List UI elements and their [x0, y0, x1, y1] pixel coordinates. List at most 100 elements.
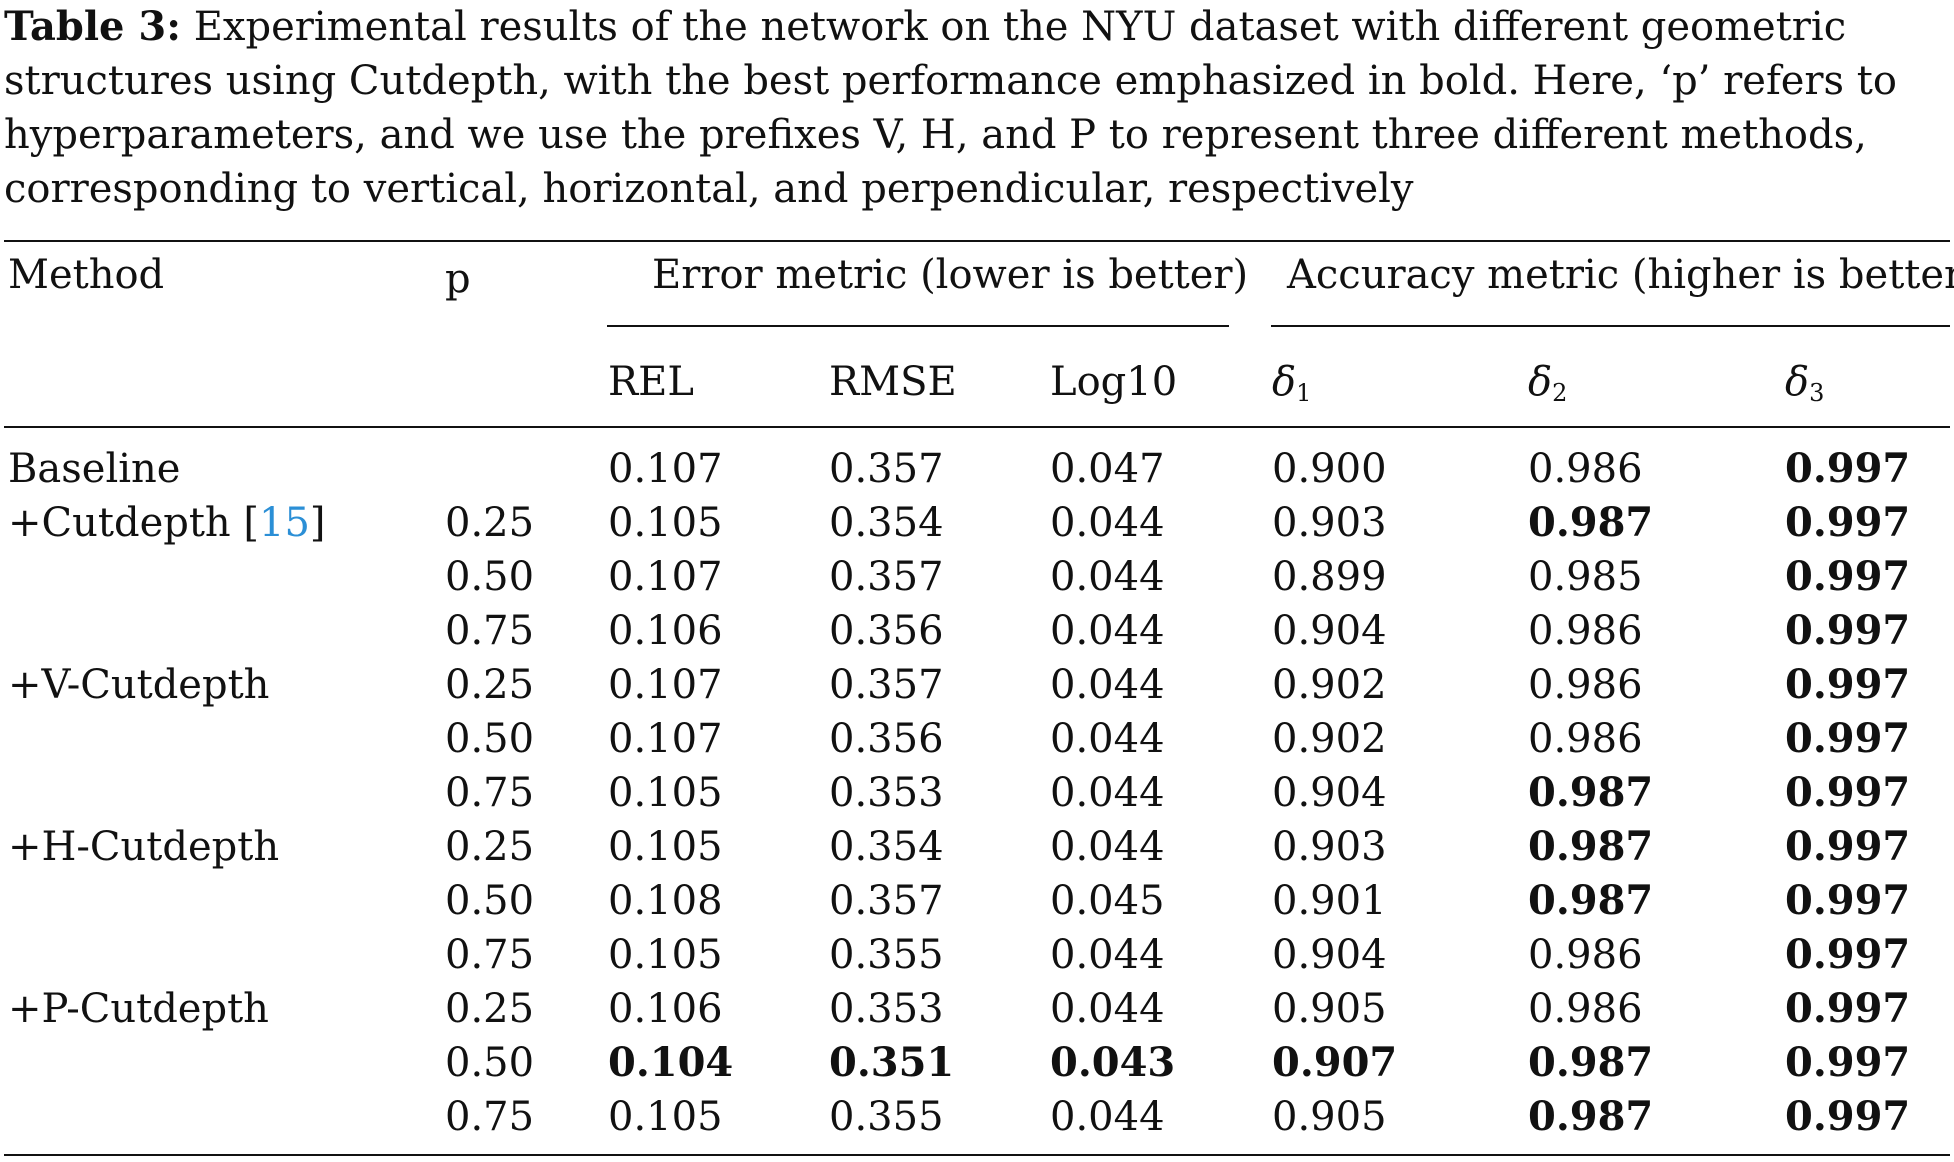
- cell-rel: 0.105: [608, 1094, 723, 1140]
- cell-d1: 0.905: [1272, 986, 1387, 1032]
- cell-log10: 0.044: [1050, 1094, 1165, 1140]
- cell-d2: 0.986: [1528, 662, 1643, 708]
- cell-rmse: 0.354: [829, 824, 944, 870]
- cell-rel: 0.106: [608, 608, 723, 654]
- cell-d2: 0.987: [1528, 1039, 1654, 1086]
- cell-p: 0.75: [445, 608, 535, 654]
- method-label: Baseline: [8, 446, 181, 492]
- cell-p: 0.25: [445, 824, 535, 870]
- cell-method: +H-Cutdepth: [8, 820, 279, 874]
- cell-d2: 0.985: [1528, 554, 1643, 600]
- cell-d2: 0.986: [1528, 446, 1643, 492]
- delta2-symbol: δ: [1528, 359, 1553, 405]
- cell-d1: 0.904: [1272, 770, 1387, 816]
- delta1-symbol: δ: [1272, 359, 1297, 405]
- cell-d2: 0.987: [1528, 1093, 1654, 1140]
- header-rel: REL: [608, 359, 694, 405]
- cell-p: 0.75: [445, 1094, 535, 1140]
- cell-rel: 0.108: [608, 878, 723, 924]
- cell-p: 0.25: [445, 986, 535, 1032]
- cell-log10: 0.044: [1050, 932, 1165, 978]
- header-accuracy-group: Accuracy metric (higher is better): [1287, 252, 1954, 298]
- table-caption: Table 3: Experimental results of the net…: [4, 0, 1950, 216]
- cell-d3: 0.997: [1785, 553, 1911, 600]
- header-error-group: Error metric (lower is better): [652, 252, 1249, 298]
- cell-p: 0.75: [445, 932, 535, 978]
- cell-rmse: 0.356: [829, 716, 944, 762]
- cell-rmse: 0.357: [829, 662, 944, 708]
- cell-d2: 0.986: [1528, 716, 1643, 762]
- cell-rmse: 0.353: [829, 986, 944, 1032]
- cell-d1: 0.904: [1272, 932, 1387, 978]
- cell-d1: 0.902: [1272, 662, 1387, 708]
- header-delta2: δ2: [1528, 355, 1567, 420]
- cell-d1: 0.902: [1272, 716, 1387, 762]
- cell-rel: 0.105: [608, 500, 723, 546]
- cell-rel: 0.104: [608, 1039, 734, 1086]
- cell-rel: 0.105: [608, 824, 723, 870]
- cell-d2: 0.987: [1528, 877, 1654, 924]
- cell-log10: 0.044: [1050, 824, 1165, 870]
- cell-rel: 0.107: [608, 446, 723, 492]
- cell-d2: 0.986: [1528, 932, 1643, 978]
- cell-rmse: 0.354: [829, 500, 944, 546]
- delta3-symbol: δ: [1785, 359, 1810, 405]
- header-delta3: δ3: [1785, 355, 1824, 420]
- cell-rmse: 0.357: [829, 446, 944, 492]
- cell-d3: 0.997: [1785, 715, 1911, 762]
- cell-d1: 0.901: [1272, 878, 1387, 924]
- caption-label: Table 3:: [4, 3, 181, 50]
- cell-p: 0.50: [445, 878, 535, 924]
- cell-d3: 0.997: [1785, 877, 1911, 924]
- delta2-subscript: 2: [1552, 379, 1568, 407]
- cell-d3: 0.997: [1785, 823, 1911, 870]
- cell-p: 0.50: [445, 716, 535, 762]
- header-method: Method: [8, 252, 165, 298]
- method-label: +Cutdepth [: [8, 500, 259, 546]
- cell-d3: 0.997: [1785, 445, 1911, 492]
- cell-d3: 0.997: [1785, 931, 1911, 978]
- cell-d1: 0.907: [1272, 1039, 1398, 1086]
- cell-p: 0.75: [445, 770, 535, 816]
- cell-log10: 0.044: [1050, 554, 1165, 600]
- cell-d2: 0.987: [1528, 499, 1654, 546]
- header-log10: Log10: [1050, 359, 1178, 405]
- cell-d2: 0.987: [1528, 823, 1654, 870]
- cell-rel: 0.107: [608, 662, 723, 708]
- cell-rmse: 0.355: [829, 1094, 944, 1140]
- cell-d3: 0.997: [1785, 661, 1911, 708]
- cell-rel: 0.105: [608, 932, 723, 978]
- cell-log10: 0.044: [1050, 608, 1165, 654]
- cell-rmse: 0.351: [829, 1039, 955, 1086]
- cell-method: +V-Cutdepth: [8, 658, 269, 712]
- cell-rel: 0.106: [608, 986, 723, 1032]
- method-label: +V-Cutdepth: [8, 662, 270, 708]
- cell-p: 0.25: [445, 662, 535, 708]
- cell-d3: 0.997: [1785, 769, 1911, 816]
- citation-bracket: ]: [309, 500, 326, 546]
- cell-d2: 0.986: [1528, 608, 1643, 654]
- cell-method: +P-Cutdepth: [8, 982, 269, 1036]
- cell-d3: 0.997: [1785, 985, 1911, 1032]
- cell-d1: 0.904: [1272, 608, 1387, 654]
- cell-rel: 0.105: [608, 770, 723, 816]
- cell-d3: 0.997: [1785, 499, 1911, 546]
- cell-rmse: 0.355: [829, 932, 944, 978]
- cell-log10: 0.044: [1050, 716, 1165, 762]
- citation-link[interactable]: 15: [259, 500, 310, 546]
- cell-log10: 0.044: [1050, 662, 1165, 708]
- cell-log10: 0.044: [1050, 500, 1165, 546]
- cell-log10: 0.047: [1050, 446, 1165, 492]
- header-bottom-rule: [4, 426, 1950, 428]
- cell-method: +Cutdepth [15]: [8, 496, 326, 550]
- cell-log10: 0.043: [1050, 1039, 1176, 1086]
- cell-d2: 0.987: [1528, 769, 1654, 816]
- cell-rel: 0.107: [608, 716, 723, 762]
- cell-d1: 0.905: [1272, 1094, 1387, 1140]
- cell-rmse: 0.356: [829, 608, 944, 654]
- cell-log10: 0.045: [1050, 878, 1165, 924]
- top-rule: [4, 240, 1950, 242]
- cell-d1: 0.903: [1272, 500, 1387, 546]
- method-label: +H-Cutdepth: [8, 824, 280, 870]
